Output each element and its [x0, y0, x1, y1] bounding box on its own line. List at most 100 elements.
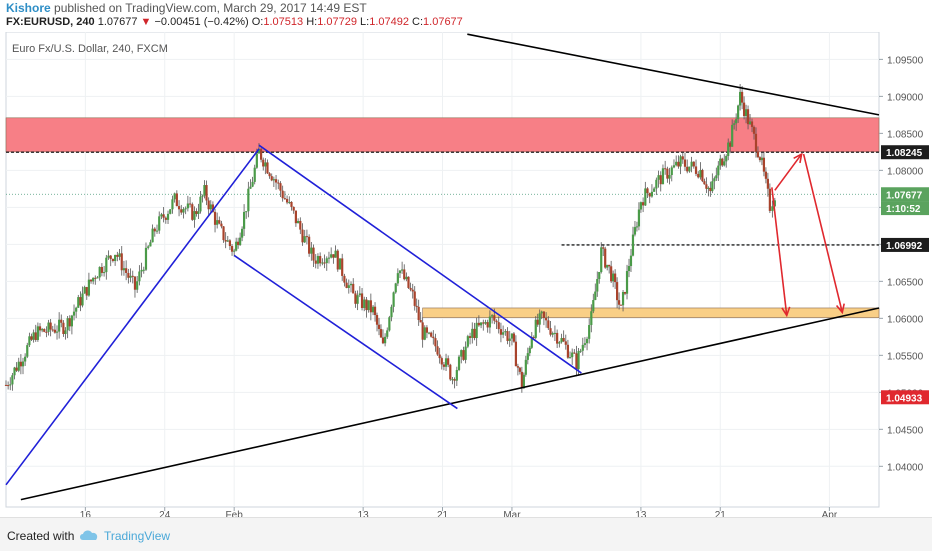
candle-body [138, 271, 141, 282]
candle-body [657, 175, 660, 180]
candle-body [66, 318, 69, 331]
y-tick-label: 1.06000 [887, 314, 924, 325]
candle-body [323, 262, 326, 264]
candle-body [686, 166, 689, 172]
candle-body [53, 329, 56, 333]
candle-body [493, 315, 496, 321]
candle-body [731, 124, 734, 147]
candle-body [681, 156, 684, 160]
candle-body [717, 165, 720, 176]
candle-body [257, 148, 261, 154]
candle-body [528, 347, 531, 354]
candle-body [207, 200, 210, 210]
candle-body [514, 341, 518, 367]
candle-body [482, 322, 485, 324]
publish-info: Kishore published on TradingView.com, Ma… [6, 1, 367, 15]
price-axis[interactable]: 1.095001.090001.085001.080001.075001.070… [879, 55, 924, 473]
time-axis[interactable]: 16 24 Feb 13 21 Mar 13 21 Apr [80, 507, 838, 521]
candle-body [471, 328, 474, 338]
high-value: 1.07729 [317, 16, 357, 28]
candle-body [568, 357, 572, 359]
candle-body [464, 346, 467, 360]
candle-body [713, 178, 716, 182]
candle-body [7, 385, 10, 387]
y-tick-label: 1.06500 [887, 277, 924, 288]
candle-body [520, 371, 523, 389]
candle-body [222, 226, 225, 241]
candle-body [491, 315, 494, 317]
candle-body [253, 167, 256, 182]
candle-body [13, 367, 16, 376]
price-chart[interactable]: Euro Fx/U.S. Dollar, 240, FXCM 1.09500 1.… [0, 31, 932, 521]
candle-body [488, 316, 491, 328]
candle-body [384, 336, 387, 344]
candle-body [421, 322, 424, 340]
candle-body [199, 196, 202, 212]
candle-body [277, 182, 280, 184]
candle-body [701, 169, 704, 182]
footer-bar: Created with TradingView [0, 517, 932, 551]
candle-body [409, 287, 412, 290]
candle-body [371, 306, 375, 313]
candle-body [633, 227, 637, 235]
candle-body [325, 258, 328, 264]
publish-text: published on TradingView.com, March 29, … [54, 1, 367, 15]
candle-body [642, 202, 645, 206]
candle-body [758, 157, 762, 161]
candle-body [379, 329, 383, 338]
symbol-label[interactable]: FX:EURUSD, 240 [6, 16, 95, 28]
candle-body [321, 262, 324, 264]
candle-body [729, 142, 732, 147]
candle-body [403, 269, 406, 280]
candle-body [345, 282, 348, 288]
arrow-shaft [774, 153, 803, 191]
candle-body [499, 329, 503, 335]
candle-body [235, 241, 238, 251]
author-link[interactable]: Kishore [6, 1, 51, 15]
candle-body [547, 320, 550, 329]
candle-body [558, 342, 561, 344]
support-zone [422, 307, 880, 318]
candle-body [28, 336, 31, 346]
candle-body [468, 336, 472, 338]
candle-body [158, 216, 161, 231]
candle-body [596, 279, 599, 292]
candle-body [381, 337, 385, 344]
candle-body [592, 300, 595, 312]
candle-body [303, 236, 306, 243]
trend-line [233, 254, 458, 410]
candle-body [338, 258, 342, 270]
candle-body [752, 126, 756, 134]
candle-body [664, 168, 667, 170]
candle-body [694, 166, 698, 174]
candle-body [233, 250, 236, 252]
candle-body [502, 332, 505, 335]
candle-body [440, 358, 443, 365]
projection-arrows [771, 152, 845, 318]
candle-body [105, 257, 108, 273]
candle-body [733, 123, 736, 125]
candle-body [87, 279, 91, 296]
candle-body [407, 276, 410, 288]
candle-body [442, 364, 446, 367]
candle-body [294, 210, 297, 224]
candle-body [721, 158, 724, 166]
candle-body [363, 299, 366, 308]
candle-body [330, 254, 333, 258]
quote-line: FX:EURUSD, 240 1.07677 ▼ −0.00451 (−0.42… [6, 16, 463, 28]
x-tick-label: 13 [358, 510, 370, 517]
candle-body [449, 364, 452, 380]
chart-area[interactable]: Euro Fx/U.S. Dollar, 240, FXCM 1.09500 1.… [0, 31, 932, 521]
candle-body [305, 236, 309, 238]
candle-body [186, 203, 189, 209]
tradingview-brand[interactable]: TradingView [104, 529, 171, 543]
candle-body [26, 345, 29, 357]
candle-body [688, 166, 691, 172]
candle-body [308, 236, 311, 254]
candle-body [635, 226, 639, 228]
candle-body [136, 281, 139, 290]
candle-body [310, 247, 313, 254]
candle-body [292, 206, 295, 211]
candle-body [653, 188, 656, 192]
candle-body [133, 276, 137, 290]
